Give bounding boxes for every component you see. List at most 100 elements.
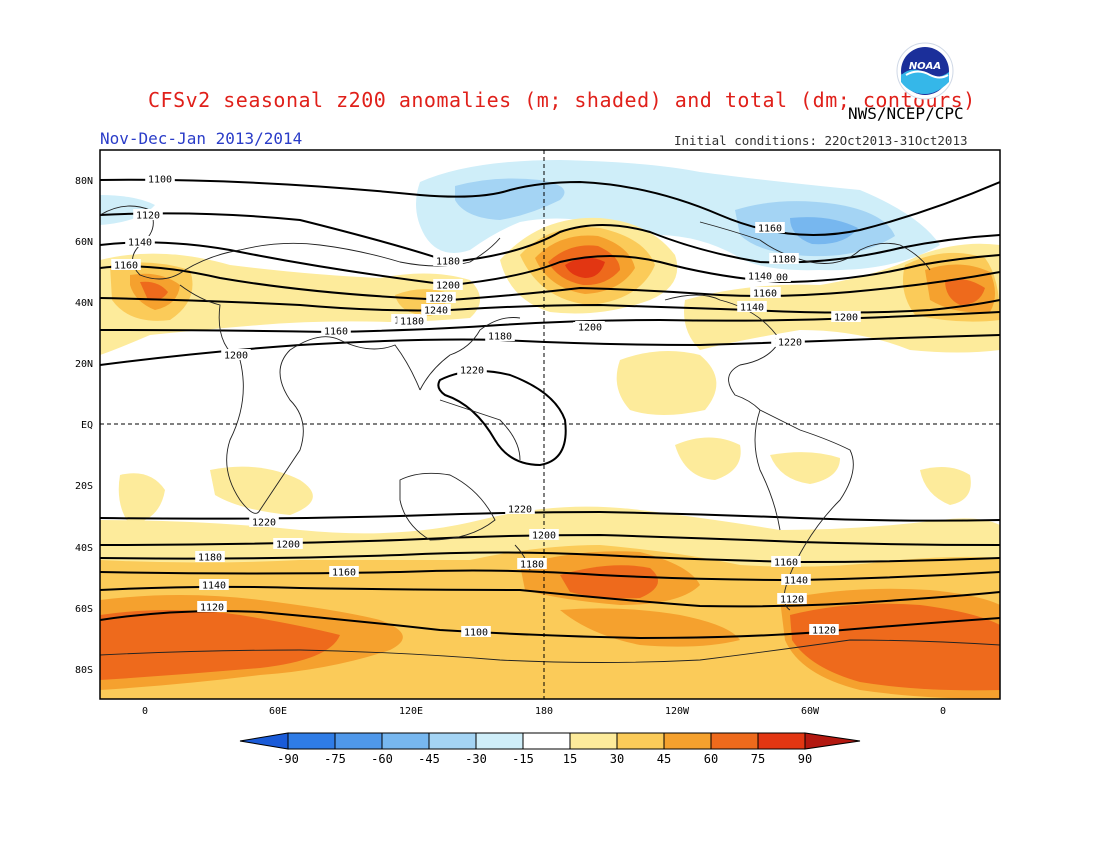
contour-label: 1160 <box>774 558 798 569</box>
negative-anomaly-region <box>455 178 565 220</box>
contour-label: 1180 <box>400 317 424 328</box>
colorbar-segment <box>569 732 618 750</box>
contour-label: 1200 <box>578 323 602 334</box>
contour-label: 1200 <box>834 313 858 324</box>
contour-label-bg <box>111 259 141 270</box>
contour-label: 1120 <box>812 626 836 637</box>
colorbar-segment <box>757 732 806 750</box>
contour-label: 1100 <box>464 628 488 639</box>
lat-label-80s: 80S <box>75 665 93 676</box>
contour-label-bg <box>575 321 605 332</box>
contour-label: 1140 <box>740 303 764 314</box>
colorbar-segment <box>522 732 571 750</box>
contour-label-bg <box>221 349 251 360</box>
contour-line <box>100 212 1000 264</box>
contour-line <box>437 370 567 467</box>
lat-label-20n: 20N <box>75 359 93 370</box>
colorbar-tick-label: 90 <box>798 752 812 766</box>
contour-label-bg <box>517 558 547 569</box>
contour-line <box>100 569 1000 582</box>
contour-label: 1140 <box>202 581 226 592</box>
contour-label-bg <box>133 209 163 220</box>
colorbar-tick-label: 30 <box>610 752 624 766</box>
contour-label: 1140 <box>748 272 772 283</box>
contour-label: 1160 <box>324 327 348 338</box>
colorbar-segment <box>616 732 665 750</box>
negative-anomaly-region <box>790 217 858 245</box>
contour-line <box>100 297 1000 314</box>
contour-label: 1100 <box>148 175 172 186</box>
contour-label: 1140 <box>128 238 152 249</box>
colorbar-arrow-right <box>804 732 861 750</box>
colorbar-tick-label: -30 <box>465 752 487 766</box>
lon-axis: 0 60E 120E 180 120W 60W 0 <box>142 706 946 717</box>
positive-anomaly-region <box>565 257 605 278</box>
contour-label: 1220 <box>778 338 802 349</box>
colorbar-segment <box>334 732 383 750</box>
initial-conditions-label: Initial conditions: 22Oct2013-31Oct2013 <box>674 133 968 148</box>
lat-label-80n: 80N <box>75 176 93 187</box>
map-frame <box>99 149 1001 700</box>
svg-text:NOAA: NOAA <box>909 61 941 72</box>
contour-label: 1120 <box>780 595 804 606</box>
colorbar-segment <box>381 732 430 750</box>
contour-label: 1200 <box>436 281 460 292</box>
lon-label-180: 180 <box>535 706 553 717</box>
negative-anomaly-region <box>100 195 155 225</box>
contour-label-bg <box>809 624 839 635</box>
contour-label: 1220 <box>429 294 453 305</box>
positive-anomaly-region <box>675 437 741 480</box>
contour-label: 1180 <box>520 560 544 571</box>
contour-label-bg <box>485 330 515 341</box>
colorbar-segment <box>663 732 712 750</box>
contour-label-bg <box>457 364 487 375</box>
lon-label-120e: 120E <box>399 706 423 717</box>
positive-anomaly-region <box>770 452 840 484</box>
source-label: NWS/NCEP/CPC <box>848 104 964 123</box>
period-label: Nov-Dec-Jan 2013/2014 <box>100 129 303 148</box>
contour-line <box>100 610 1000 640</box>
contour-label-bg <box>755 222 785 233</box>
lon-label-0: 0 <box>142 706 148 717</box>
colorbar-segment <box>287 732 336 750</box>
height-contours <box>100 178 1000 640</box>
lat-label-40n: 40N <box>75 298 93 309</box>
colorbar-tick-label: 15 <box>563 752 577 766</box>
contour-label-bg <box>273 538 303 549</box>
colorbar-tick-label: -90 <box>277 752 299 766</box>
contour-label: 1160 <box>332 568 356 579</box>
contour-label-bg <box>777 593 807 604</box>
positive-anomaly-region <box>790 603 1000 691</box>
colorbar-ticks: -90 -75 -60 -45 -30 -15 15 30 45 60 75 90 <box>277 752 812 766</box>
contour-label-bg <box>831 311 861 322</box>
colorbar-tick-label: 45 <box>657 752 671 766</box>
contour-label-bg <box>781 574 811 585</box>
positive-anomaly-region <box>118 473 165 525</box>
colorbar-tick-label: -60 <box>371 752 393 766</box>
contour-label-bg <box>775 336 805 347</box>
lon-label-120w: 120W <box>665 706 690 717</box>
contour-label: 1200 <box>224 351 248 362</box>
contour-label: 1180 <box>488 332 512 343</box>
lat-label-60n: 60N <box>75 237 93 248</box>
positive-anomaly-region <box>616 351 717 415</box>
contour-line <box>100 585 1000 608</box>
colorbar <box>239 732 861 750</box>
contour-label: 1220 <box>460 366 484 377</box>
lat-label-40s: 40S <box>75 543 93 554</box>
contour-line <box>100 551 1000 564</box>
contour-label-bg <box>249 516 279 527</box>
contour-line <box>100 178 1000 236</box>
contour-label-bg <box>397 315 427 326</box>
colorbar-tick-label: -45 <box>418 752 440 766</box>
contour-label: 1160 <box>753 289 777 300</box>
lat-axis: 80N 60N 40N 20N EQ 20S 40S 60S 80S <box>75 176 93 676</box>
colorbar-segment <box>428 732 477 750</box>
contour-label-bg <box>195 551 225 562</box>
contour-label-bg <box>433 255 463 266</box>
lon-label-60w: 60W <box>801 706 820 717</box>
contour-label: 1120 <box>200 603 224 614</box>
contour-label-bg <box>145 173 175 184</box>
lat-label-20s: 20S <box>75 481 93 492</box>
